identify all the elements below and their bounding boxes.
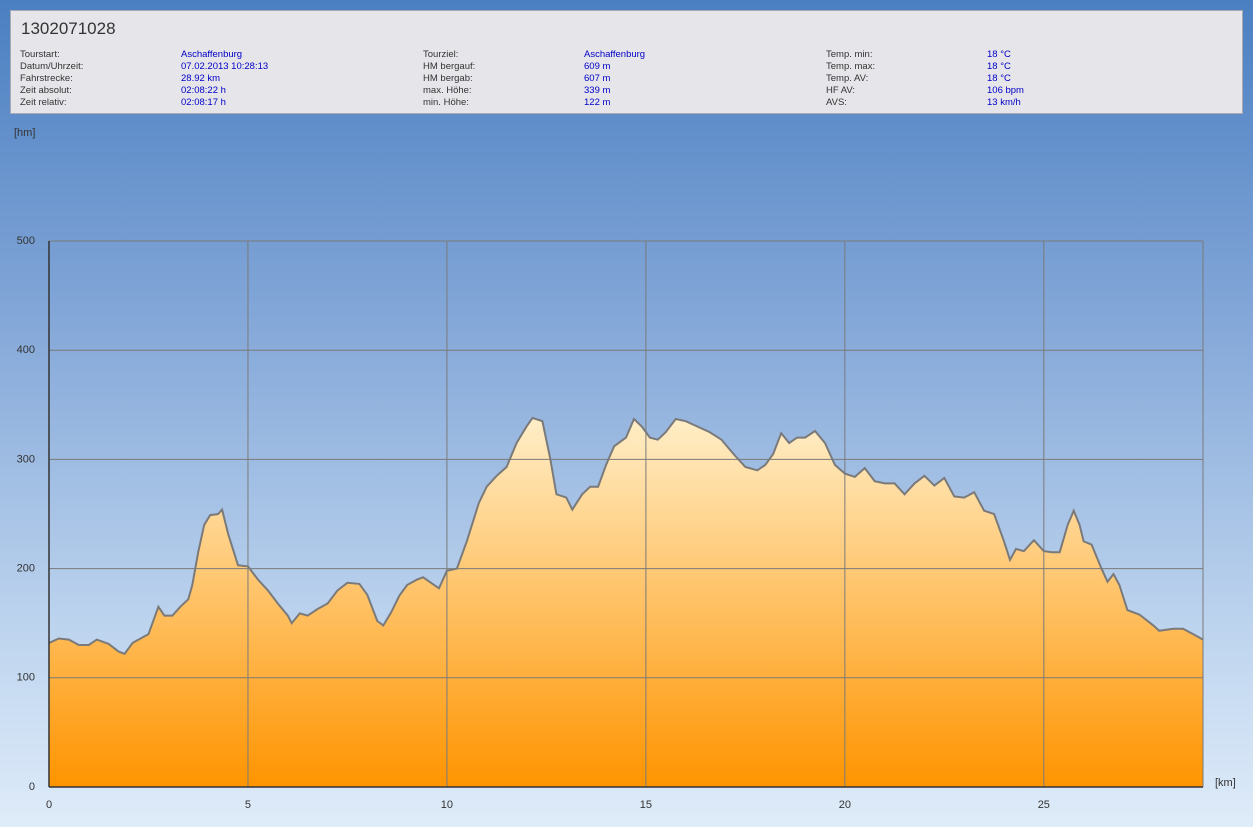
field-value: Aschaffenburg	[181, 49, 243, 60]
info-panel: 1302071028 Tourstart: Aschaffenburg Datum/…	[10, 10, 1243, 114]
y-tick-label: 100	[17, 672, 35, 684]
x-tick-label: 10	[441, 799, 453, 811]
y-tick-label: 0	[29, 781, 35, 793]
field-label: Tourstart:	[20, 49, 60, 60]
field-label: max. Höhe:	[423, 85, 472, 96]
field-label: Datum/Uhrzeit:	[20, 61, 84, 72]
elevation-area	[49, 417, 1203, 787]
field-value: 13 km/h	[987, 97, 1021, 108]
field-value: 28.92 km	[181, 73, 221, 84]
y-tick-label: 200	[17, 563, 35, 575]
field-value: 18 °C	[987, 49, 1011, 60]
field-label: Temp. AV:	[826, 73, 869, 84]
y-tick-label: 300	[17, 453, 35, 465]
field-label: Zeit absolut:	[20, 85, 72, 96]
field-label: Zeit relativ:	[20, 97, 67, 108]
field-value: 106 bpm	[987, 85, 1024, 96]
x-tick-label: 25	[1038, 799, 1050, 811]
field-label: AVS:	[826, 97, 847, 108]
field-value: 609 m	[584, 61, 611, 72]
field-value: Aschaffenburg	[584, 49, 646, 60]
field-value: 18 °C	[987, 61, 1011, 72]
x-tick-label: 15	[640, 799, 652, 811]
field-value: 02:08:22 h	[181, 85, 226, 96]
field-label: Temp. max:	[826, 61, 876, 72]
x-tick-label: 0	[46, 799, 52, 811]
field-value: 339 m	[584, 85, 611, 96]
field-value: 607 m	[584, 73, 611, 84]
field-value: 07.02.2013 10:28:13	[181, 61, 269, 72]
x-tick-label: 20	[839, 799, 851, 811]
field-label: Tourziel:	[423, 49, 459, 60]
x-axis-label: [km]	[1215, 777, 1236, 789]
field-value: 02:08:17 h	[181, 97, 226, 108]
x-tick-label: 5	[245, 799, 251, 811]
y-tick-label: 500	[17, 235, 35, 247]
field-label: HM bergab:	[423, 73, 473, 84]
field-label: HF AV:	[826, 85, 856, 96]
tour-title: 1302071028	[21, 19, 116, 38]
field-value: 18 °C	[987, 73, 1011, 84]
field-label: min. Höhe:	[423, 97, 469, 108]
field-label: HM bergauf:	[423, 61, 476, 72]
elevation-line	[48, 416, 1204, 655]
field-label: Fahrstrecke:	[20, 73, 73, 84]
field-label: Temp. min:	[826, 49, 873, 60]
y-tick-label: 400	[17, 344, 35, 356]
y-axis-label: [hm]	[14, 127, 35, 139]
field-value: 122 m	[584, 97, 611, 108]
